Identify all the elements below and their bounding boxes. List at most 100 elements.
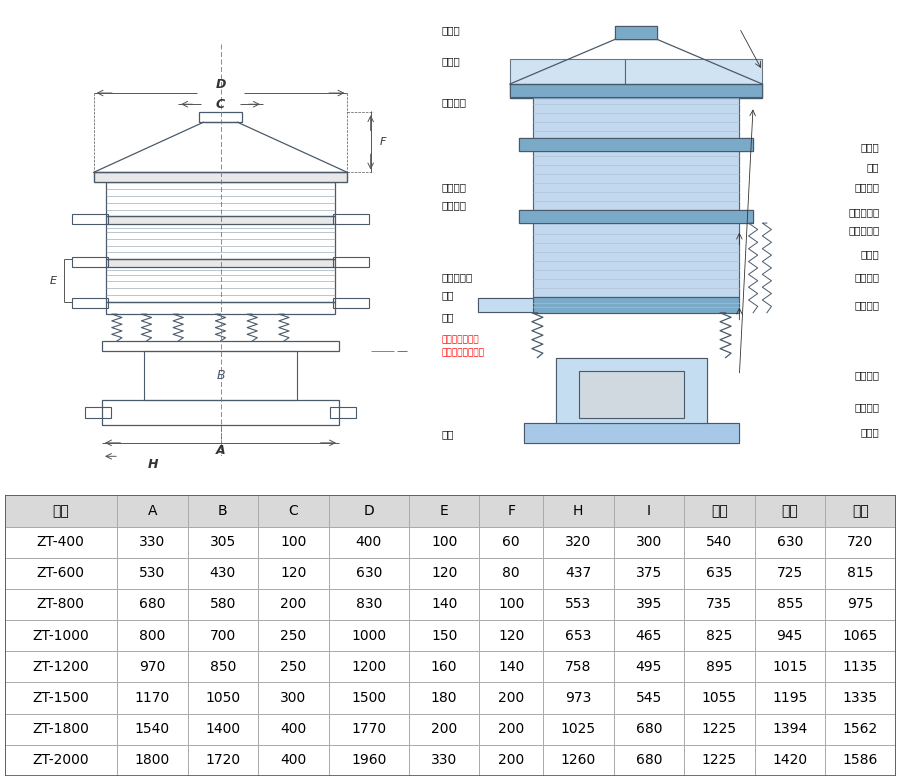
Bar <box>86 407 111 418</box>
Text: 635: 635 <box>706 566 733 580</box>
Text: 1500: 1500 <box>351 691 386 705</box>
Text: A: A <box>148 504 157 518</box>
Bar <box>106 223 335 259</box>
Text: 200: 200 <box>498 753 525 768</box>
Polygon shape <box>533 151 740 210</box>
Text: 1025: 1025 <box>561 722 596 736</box>
Text: 上部重锤: 上部重锤 <box>854 183 879 192</box>
Text: 试机时去掉！！！: 试机时去掉！！！ <box>441 349 484 358</box>
Text: 电动机: 电动机 <box>860 142 879 152</box>
Bar <box>72 299 108 308</box>
Bar <box>543 589 614 620</box>
Text: 1135: 1135 <box>842 660 878 674</box>
Bar <box>684 714 754 745</box>
Text: 305: 305 <box>210 535 236 549</box>
Text: 800: 800 <box>140 629 166 643</box>
Text: E: E <box>50 276 57 286</box>
Text: 压紧环: 压紧环 <box>441 57 460 66</box>
Text: 580: 580 <box>210 597 236 612</box>
Bar <box>72 214 108 224</box>
Text: B: B <box>218 504 228 518</box>
Text: ZT-1000: ZT-1000 <box>32 629 89 643</box>
Bar <box>533 98 739 138</box>
Text: 120: 120 <box>431 566 457 580</box>
Text: 1420: 1420 <box>772 753 807 768</box>
Bar <box>754 714 825 745</box>
Bar <box>480 745 543 776</box>
Text: 1586: 1586 <box>842 753 878 768</box>
Bar <box>258 589 328 620</box>
Text: 1065: 1065 <box>842 629 878 643</box>
Text: 975: 975 <box>847 597 873 612</box>
Text: 束环: 束环 <box>441 290 454 300</box>
Text: 1400: 1400 <box>205 722 240 736</box>
Bar <box>543 682 614 714</box>
Bar <box>754 589 825 620</box>
Text: 400: 400 <box>356 535 382 549</box>
Bar <box>556 357 707 423</box>
Text: F: F <box>508 504 515 518</box>
Bar <box>754 745 825 776</box>
Text: I: I <box>647 504 651 518</box>
Bar <box>825 745 896 776</box>
Bar <box>524 423 740 443</box>
Text: 1335: 1335 <box>842 691 878 705</box>
Text: 140: 140 <box>431 597 457 612</box>
Text: —: — <box>397 346 408 356</box>
Text: 1225: 1225 <box>702 753 737 768</box>
Text: E: E <box>440 504 448 518</box>
Text: ZT-2000: ZT-2000 <box>32 753 89 768</box>
Bar <box>187 589 258 620</box>
Text: 120: 120 <box>280 566 307 580</box>
Bar <box>409 714 480 745</box>
Bar <box>684 651 754 682</box>
Bar <box>106 266 335 302</box>
Text: 180: 180 <box>431 691 457 705</box>
Bar <box>480 682 543 714</box>
Text: 200: 200 <box>280 597 307 612</box>
Text: 653: 653 <box>565 629 591 643</box>
Text: ZT-800: ZT-800 <box>37 597 85 612</box>
Bar <box>333 299 369 308</box>
Bar <box>117 745 187 776</box>
Bar <box>328 745 409 776</box>
Polygon shape <box>556 357 707 423</box>
Bar <box>409 526 480 558</box>
Text: ZT-1500: ZT-1500 <box>32 691 89 705</box>
Text: 1170: 1170 <box>135 691 170 705</box>
Text: 850: 850 <box>210 660 236 674</box>
Bar <box>4 495 117 526</box>
Polygon shape <box>533 98 740 138</box>
Text: 430: 430 <box>210 566 236 580</box>
Text: 橡胶球: 橡胶球 <box>860 250 879 260</box>
Text: 1770: 1770 <box>351 722 386 736</box>
Bar <box>614 620 684 651</box>
Text: 底座: 底座 <box>441 429 454 439</box>
Text: 运输用固定螺栓: 运输用固定螺栓 <box>441 335 479 344</box>
Text: 465: 465 <box>635 629 662 643</box>
Bar <box>614 558 684 589</box>
Bar <box>4 589 117 620</box>
Bar <box>754 651 825 682</box>
Bar <box>328 526 409 558</box>
Bar <box>825 495 896 526</box>
Text: 1260: 1260 <box>561 753 596 768</box>
Bar <box>480 558 543 589</box>
Bar <box>117 495 187 526</box>
Bar <box>187 495 258 526</box>
Text: 395: 395 <box>635 597 662 612</box>
Polygon shape <box>533 223 740 297</box>
Text: ZT-600: ZT-600 <box>37 566 85 580</box>
Text: 球形清洁板: 球形清洁板 <box>848 225 879 235</box>
Bar <box>519 210 753 223</box>
Text: 300: 300 <box>635 535 662 549</box>
Text: 底部框架: 底部框架 <box>441 200 466 210</box>
Bar <box>328 651 409 682</box>
Text: C: C <box>216 98 225 111</box>
Polygon shape <box>533 297 740 313</box>
Text: 1200: 1200 <box>351 660 386 674</box>
Text: 进料口: 进料口 <box>860 427 879 438</box>
Text: 型号: 型号 <box>52 504 69 518</box>
Bar <box>825 526 896 558</box>
Text: 495: 495 <box>635 660 662 674</box>
